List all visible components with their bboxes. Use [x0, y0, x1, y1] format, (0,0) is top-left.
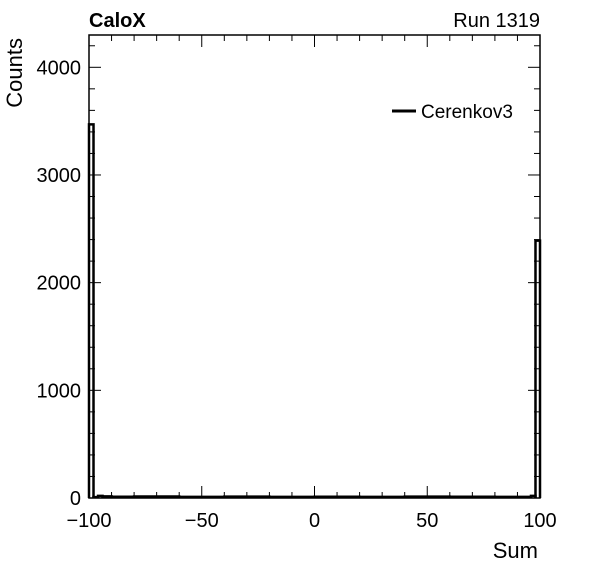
x-tick-label: 0 [309, 510, 320, 532]
y-tick-label: 1000 [37, 380, 82, 402]
histogram-bin [493, 495, 533, 499]
histogram-bin [534, 239, 542, 498]
histogram-bin [223, 495, 271, 498]
histogram-bins [87, 123, 542, 499]
y-tick-labels: 0 1000 2000 3000 4000 [37, 57, 82, 510]
x-tick-labels: −100 −50 0 50 100 [66, 510, 556, 532]
histogram-bin [177, 495, 226, 499]
histogram-bin [403, 495, 452, 498]
x-tick-label: 100 [523, 510, 556, 532]
y-tick-label: 2000 [37, 273, 82, 295]
legend-label-cerenkov3: Cerenkov3 [421, 102, 513, 123]
run-label: Run 1319 [453, 10, 540, 32]
histogram-bin [110, 495, 136, 498]
y-tick-label: 0 [70, 488, 81, 510]
x-axis-label: Sum [493, 538, 538, 563]
histogram-bin [358, 495, 406, 499]
x-tick-label: 50 [416, 510, 438, 532]
x-tick-label: −50 [185, 510, 219, 532]
histogram-bin [87, 123, 95, 498]
histogram-bin [448, 495, 497, 498]
y-tick-label: 4000 [37, 57, 82, 79]
histogram-bin [313, 495, 361, 498]
chart-title: CaloX [89, 10, 146, 32]
y-tick-label: 3000 [37, 165, 82, 187]
y-axis-label: Counts [2, 38, 27, 108]
histogram-bin [268, 495, 316, 499]
x-tick-label: −100 [66, 510, 111, 532]
legend: Cerenkov3 [392, 102, 513, 123]
